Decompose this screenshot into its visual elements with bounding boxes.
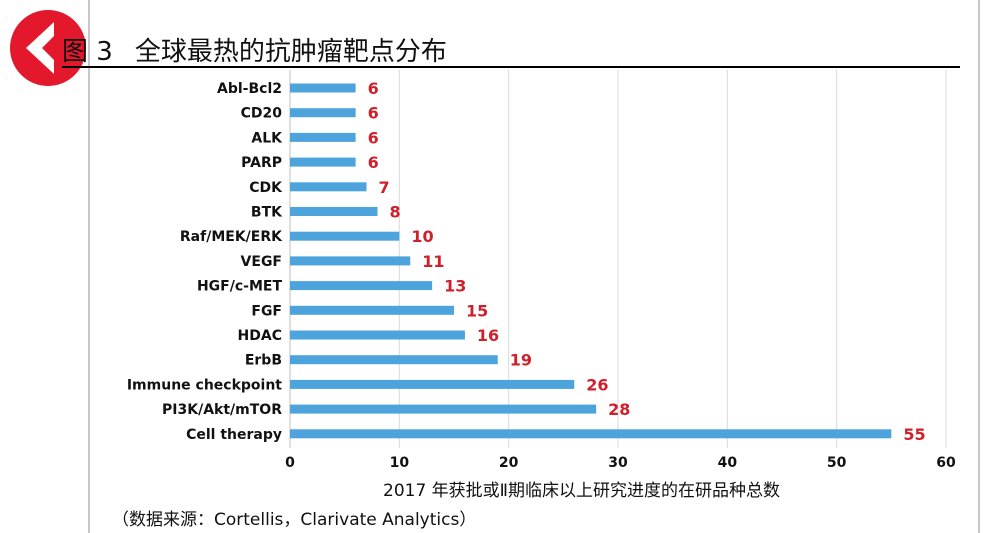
bar xyxy=(290,281,433,291)
data-label: 7 xyxy=(379,178,390,197)
x-tick-label: 30 xyxy=(608,455,628,471)
bar xyxy=(290,207,378,216)
bar xyxy=(290,256,411,266)
x-axis-label: 2017 年获批或Ⅱ期临床以上研究进度的在研品种总数 xyxy=(383,481,781,501)
bar xyxy=(290,429,892,439)
category-label: HDAC xyxy=(238,328,282,344)
data-label: 19 xyxy=(510,351,532,370)
bar xyxy=(290,305,454,315)
category-label: BTK xyxy=(251,205,283,221)
x-tick-label: 10 xyxy=(390,455,410,471)
category-label: CDK xyxy=(249,180,283,196)
x-tick-label: 50 xyxy=(827,455,847,471)
data-label: 15 xyxy=(466,301,488,320)
category-label: CD20 xyxy=(241,106,283,122)
bar xyxy=(290,330,465,340)
x-tick-label: 60 xyxy=(936,455,956,471)
data-label: 6 xyxy=(368,104,379,123)
frame-left-border xyxy=(88,0,90,533)
data-label: 28 xyxy=(608,400,630,419)
figure-title-text: 全球最热的抗肿瘤靶点分布 xyxy=(134,37,447,67)
source-note: （数据来源：Cortellis，Clarivate Analytics） xyxy=(112,510,477,530)
category-label: ErbB xyxy=(245,353,282,369)
data-label: 11 xyxy=(422,252,444,271)
bar xyxy=(290,132,356,142)
data-label: 6 xyxy=(368,79,379,98)
x-tick-label: 0 xyxy=(285,455,295,471)
data-label: 6 xyxy=(368,153,379,172)
category-label: VEGF xyxy=(241,254,282,270)
category-label: Raf/MEK/ERK xyxy=(180,229,283,245)
bar xyxy=(290,108,356,118)
category-label: PI3K/Akt/mTOR xyxy=(162,402,282,418)
category-label: Immune checkpoint xyxy=(127,377,282,393)
figure-number: 图 3 xyxy=(62,37,113,67)
data-label: 26 xyxy=(586,375,608,394)
data-label: 55 xyxy=(903,425,925,444)
category-label: Cell therapy xyxy=(186,427,282,443)
bar xyxy=(290,355,498,365)
data-label: 16 xyxy=(477,326,499,345)
x-tick-label: 20 xyxy=(499,455,519,471)
data-label: 10 xyxy=(411,227,433,246)
figure-title: 图 3 全球最热的抗肿瘤靶点分布 xyxy=(62,28,447,68)
category-label: PARP xyxy=(241,155,282,171)
category-label: Abl-Bcl2 xyxy=(217,81,282,97)
bar xyxy=(290,83,356,93)
bar xyxy=(290,379,575,389)
category-label: HGF/c-MET xyxy=(197,279,282,295)
category-label: ALK xyxy=(251,130,283,146)
data-label: 6 xyxy=(368,128,379,147)
bar xyxy=(290,182,367,192)
x-tick-label: 40 xyxy=(718,455,738,471)
data-label: 8 xyxy=(389,203,400,222)
bar xyxy=(290,404,597,414)
title-underline xyxy=(62,66,960,68)
category-label: FGF xyxy=(251,303,282,319)
data-label: 13 xyxy=(444,277,466,296)
bar xyxy=(290,231,400,241)
frame-right-border xyxy=(978,0,980,533)
bar xyxy=(290,157,356,167)
